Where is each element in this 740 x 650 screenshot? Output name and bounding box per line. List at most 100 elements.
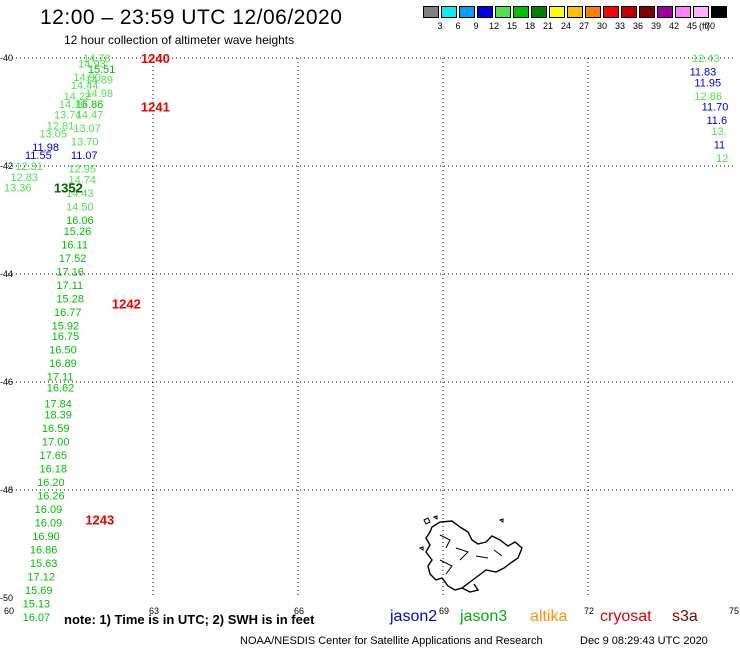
wave-height-value: 12: [716, 153, 728, 165]
wave-height-value: 11.98: [32, 142, 59, 154]
legend-swatch: [477, 6, 493, 18]
wave-height-value: 16.86: [30, 544, 58, 556]
wave-height-value: 17.12: [27, 571, 55, 583]
legend-label: 12: [488, 21, 499, 31]
legend-label: 15: [506, 21, 517, 31]
legend-label: 24: [560, 21, 571, 31]
lon-tick-label: 66: [294, 606, 304, 616]
kerguelen-islands-coastline: [418, 515, 523, 593]
satellite-altika: altika: [530, 608, 568, 625]
legend-label: 39: [650, 21, 661, 31]
wave-height-value: 11.55: [25, 150, 52, 162]
wave-height-value: 17.16: [56, 266, 84, 278]
legend-unit: (ft): [699, 21, 710, 31]
satellite-s3a: s3a: [672, 608, 698, 625]
legend-label: 70: [704, 21, 715, 31]
legend-swatch: [495, 6, 511, 18]
wave-height-value: 16.06: [66, 215, 94, 227]
legend-label: 42: [668, 21, 679, 31]
wave-height-value: 16.09: [35, 517, 63, 529]
legend-label: 45: [686, 21, 697, 31]
legend-swatch: [423, 6, 439, 18]
legend-swatch: [549, 6, 565, 18]
kerguelen-islet-2: [432, 515, 438, 520]
wave-height-value: 12.83: [11, 172, 39, 184]
wave-height-value: 16.18: [40, 463, 68, 475]
wave-height-value: 14.22: [64, 91, 92, 103]
legend-label: 9: [473, 21, 479, 31]
wave-height-value: 16.11: [61, 239, 88, 251]
wave-height-value: 14.44: [71, 80, 99, 92]
legend-label: 18: [524, 21, 535, 31]
wave-height-value: 12.95: [69, 164, 97, 176]
legend-label: 36: [632, 21, 643, 31]
wave-height-value: 15.13: [23, 598, 51, 610]
kerguelen-inlets: [439, 534, 503, 575]
wave-height-value: 14.43: [66, 188, 94, 200]
wave-height-value: 14.10: [59, 99, 87, 111]
wave-height-value: 16.50: [49, 345, 77, 357]
lat-tick-label: -42: [0, 161, 13, 171]
wave-height-value: 14.90: [73, 72, 101, 84]
satellite-cryosat: cryosat: [600, 608, 652, 625]
wave-height-value: 15.28: [56, 293, 84, 305]
legend-label: 6: [455, 21, 461, 31]
wave-height-value: 14.78: [83, 53, 111, 65]
wave-height-value: 11.70: [702, 102, 729, 114]
legend-swatch: [585, 6, 601, 18]
lon-tick-label: 60: [4, 606, 14, 616]
kerguelen-islet-1: [423, 517, 431, 525]
wave-height-value: 13.: [711, 126, 726, 138]
wave-height-value: 13.74: [54, 110, 82, 122]
wave-height-value: 16.62: [47, 382, 75, 394]
wave-height-value: 17.84: [44, 399, 72, 411]
wave-height-value: 13.07: [73, 123, 101, 135]
lon-tick-label: 75: [729, 606, 739, 616]
wave-height-value: 17.11: [56, 280, 83, 292]
kerguelen-islet-3: [498, 518, 504, 523]
lat-tick-label: -46: [0, 377, 13, 387]
wave-height-value: 11.6: [707, 115, 728, 127]
wave-height-value: 12.86: [694, 91, 722, 103]
wave-height-value: 14.74: [69, 175, 97, 187]
legend-swatch: [693, 6, 709, 18]
legend-swatch: [621, 6, 637, 18]
wave-height-value: 12.43: [692, 53, 720, 65]
page-title: 12:00 – 23:59 UTC 12/06/2020: [40, 6, 343, 29]
wave-height-value: 16.59: [42, 423, 70, 435]
wave-height-value: 14.47: [76, 110, 104, 122]
lat-tick-label: -48: [0, 485, 13, 495]
legend-label: 27: [578, 21, 589, 31]
lon-tick-label: 72: [584, 606, 594, 616]
axis-tick-labels: 60 63 66 69 72 75 -40 -42 -44 -46 -48 -50: [0, 53, 739, 616]
pass-time-label: 1242: [112, 297, 141, 312]
legend-swatch: [675, 6, 691, 18]
wave-height-value: 16.89: [49, 358, 77, 370]
lon-tick-label: 63: [149, 606, 159, 616]
wave-height-value: 18.39: [44, 409, 72, 421]
wave-height-value: 16.09: [35, 504, 63, 516]
wave-height-value: 13.70: [71, 137, 99, 149]
wave-height-value: 17.52: [59, 253, 87, 265]
legend-swatch: [441, 6, 457, 18]
wave-height-value: 14.93: [78, 58, 106, 70]
footer-note: note: 1) Time is in UTC; 2) SWH is in fe…: [64, 612, 315, 627]
lat-tick-label: -40: [0, 53, 13, 63]
wave-height-value: 11.95: [694, 77, 721, 89]
kerguelen-main-island: [425, 520, 523, 593]
wave-height-value: 17.65: [40, 450, 68, 462]
lat-tick-label: -50: [0, 593, 13, 603]
satellite-jason2: jason2: [390, 608, 438, 625]
wave-height-value: 12.81: [47, 121, 75, 133]
wave-height-value: 16.90: [32, 531, 60, 543]
wave-height-value: 14.50: [66, 202, 94, 214]
altimeter-points: 14.7814.9315.5114.9014.8914.4414.9814.22…: [4, 53, 728, 624]
wave-height-value: 15.51: [88, 64, 116, 76]
wave-height-value: 14.89: [85, 75, 113, 87]
wave-height-value: 11.07: [71, 150, 98, 162]
wave-height-value: 11.83: [690, 67, 717, 79]
wave-height-value: 16.07: [23, 612, 51, 624]
legend-swatch: [603, 6, 619, 18]
wave-height-value: 17.11: [47, 372, 74, 384]
